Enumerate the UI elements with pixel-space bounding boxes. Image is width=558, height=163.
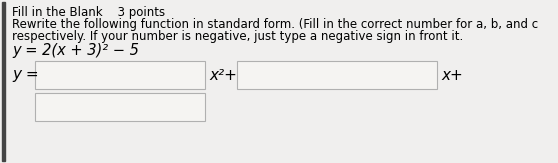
- Text: y =: y =: [12, 67, 39, 82]
- FancyBboxPatch shape: [237, 61, 437, 89]
- Text: respectively. If your number is negative, just type a negative sign in front it.: respectively. If your number is negative…: [12, 30, 463, 43]
- Text: x+: x+: [441, 67, 463, 82]
- Text: x²+: x²+: [209, 67, 237, 82]
- Text: y = 2(x + 3)² − 5: y = 2(x + 3)² − 5: [12, 43, 139, 58]
- Text: Fill in the Blank    3 points: Fill in the Blank 3 points: [12, 6, 165, 19]
- Bar: [2, 2, 5, 161]
- FancyBboxPatch shape: [35, 61, 205, 89]
- FancyBboxPatch shape: [35, 93, 205, 121]
- Text: Rewrite the following function in standard form. (Fill in the correct number for: Rewrite the following function in standa…: [12, 18, 538, 31]
